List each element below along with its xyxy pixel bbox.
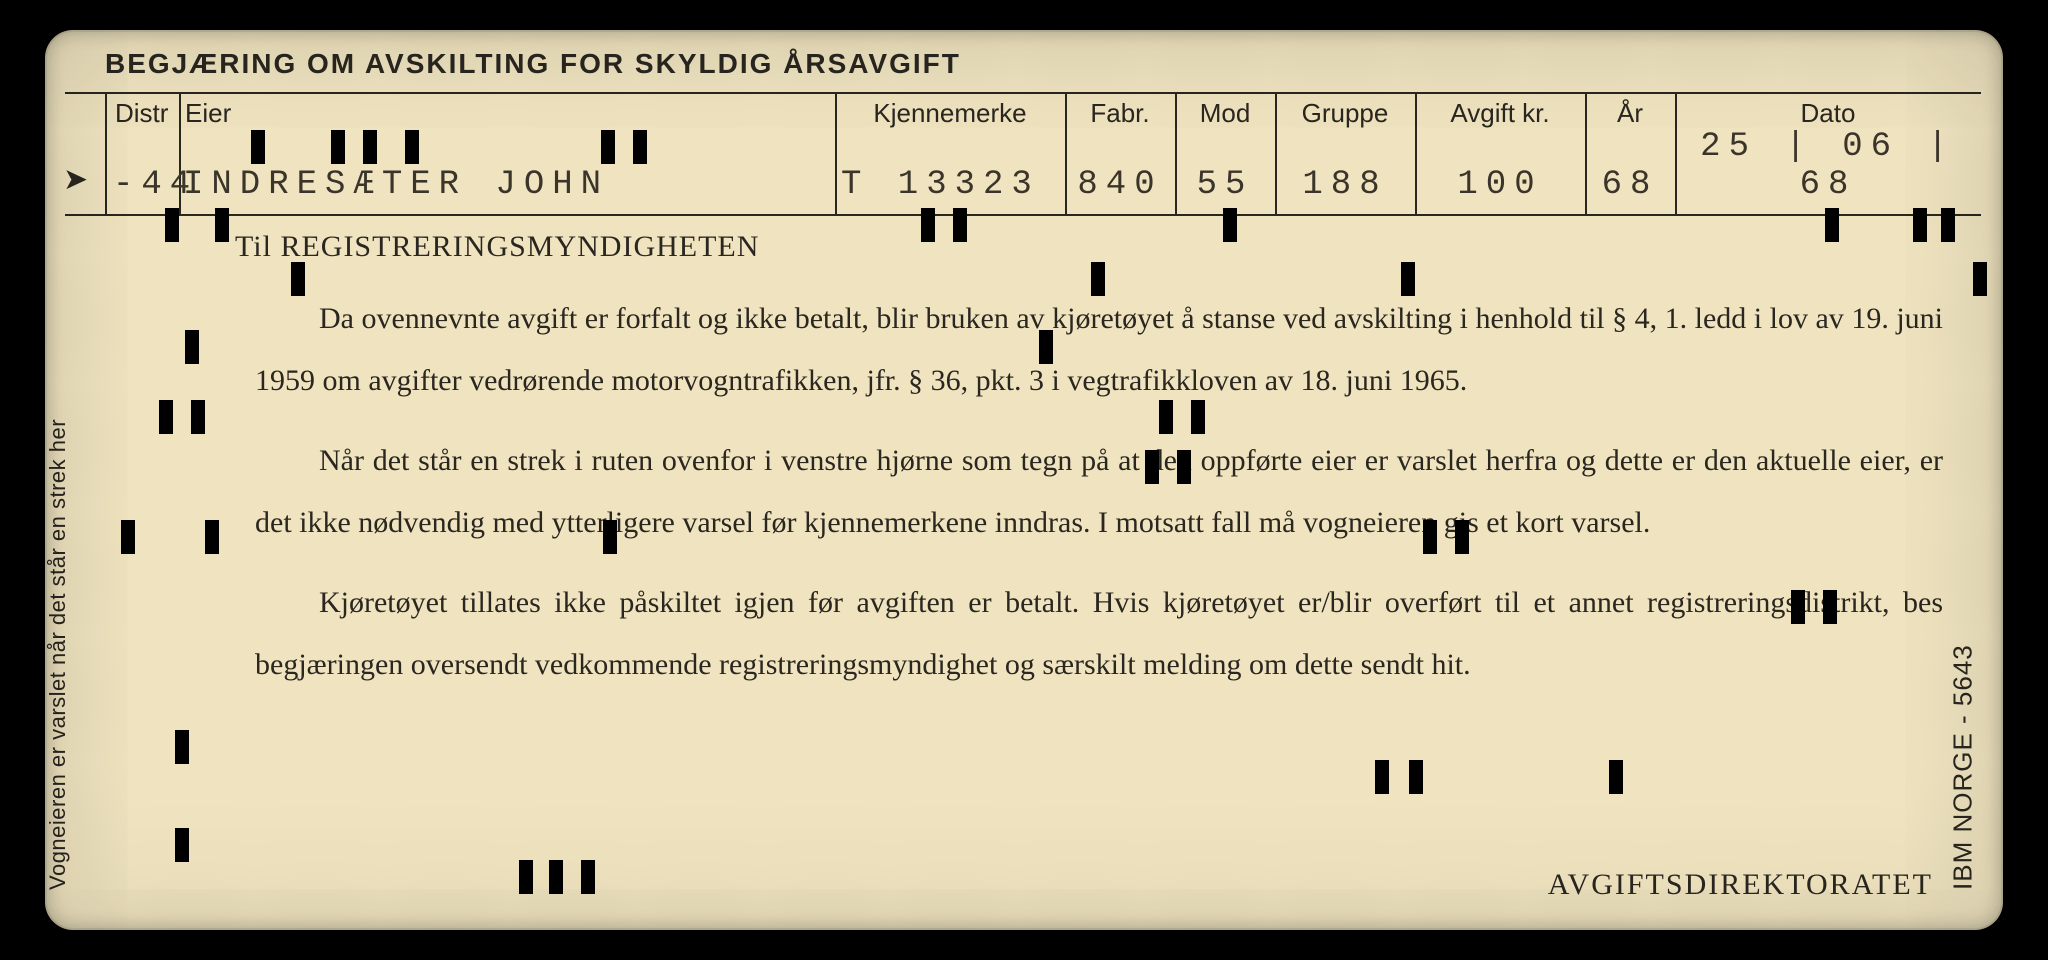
col-header-fabr: Fabr. <box>1065 98 1175 129</box>
punch-hole <box>1091 262 1105 296</box>
col-aar: År 68 <box>1585 94 1677 214</box>
punch-hole <box>1401 262 1415 296</box>
header-table: Distr -44 Eier INDRESÆTER JOHN Kjennemerke T … <box>65 92 1981 216</box>
punch-hole <box>1223 208 1237 242</box>
col-avgift: Avgift kr. 100 <box>1415 94 1587 214</box>
punch-hole <box>165 208 179 242</box>
punch-hole <box>331 130 345 164</box>
punch-hole <box>191 400 205 434</box>
col-value-mod: 55 <box>1175 166 1275 204</box>
punch-hole <box>1375 760 1389 794</box>
col-value-aar: 68 <box>1585 166 1675 204</box>
punch-hole <box>1455 520 1469 554</box>
col-header-aar: År <box>1585 98 1675 129</box>
col-value-eier: INDRESÆTER JOHN <box>177 166 835 204</box>
punch-hole <box>633 130 647 164</box>
punch-hole <box>921 208 935 242</box>
col-dato: Dato25 | 06 | 68 <box>1675 94 1981 214</box>
punch-hole <box>1145 450 1159 484</box>
col-distr: Distr -44 <box>105 94 181 214</box>
body-text: Da ovennevnte avgift er forfalt og ikke … <box>255 288 1943 714</box>
col-header-gruppe: Gruppe <box>1275 98 1415 129</box>
body-paragraph-3: Kjøretøyet tillates ikke påskiltet igjen… <box>255 572 1943 696</box>
punch-hole <box>603 520 617 554</box>
punch-hole <box>291 262 305 296</box>
punch-hole <box>581 860 595 894</box>
punch-hole <box>185 330 199 364</box>
punch-hole <box>549 860 563 894</box>
punch-hole <box>175 828 189 862</box>
punch-hole <box>251 130 265 164</box>
punch-hole <box>1609 760 1623 794</box>
col-eier: Eier INDRESÆTER JOHN <box>177 94 837 214</box>
col-fabr: Fabr. 840 <box>1065 94 1177 214</box>
punch-hole <box>1913 208 1927 242</box>
col-header-mod: Mod <box>1175 98 1275 129</box>
punch-hole <box>1423 520 1437 554</box>
punch-hole <box>1191 400 1205 434</box>
punch-hole <box>1973 262 1987 296</box>
col-header-eier: Eier <box>177 98 835 129</box>
col-value-gruppe: 188 <box>1275 166 1415 204</box>
form-title: BEGJÆRING OM AVSKILTING FOR SKYLDIG ÅRSA… <box>105 48 961 80</box>
issuer-signature: AVGIFTSDIREKTORATET <box>1548 868 1933 902</box>
col-value-dato: 25 | 06 | 68 <box>1675 128 1981 204</box>
right-margin-note: IBM NORGE - 5643 <box>1948 644 1979 890</box>
col-header-distr: Distr <box>107 98 179 129</box>
col-kjennemerke: Kjennemerke T 13323 <box>835 94 1067 214</box>
col-value-kjennemerke: T 13323 <box>835 166 1065 204</box>
punch-hole <box>363 130 377 164</box>
punch-hole <box>205 520 219 554</box>
col-mod: Mod 55 <box>1175 94 1277 214</box>
col-header-kjennemerke: Kjennemerke <box>835 98 1065 129</box>
col-value-distr: -44 <box>107 166 179 204</box>
punch-hole <box>1941 208 1955 242</box>
punch-hole <box>1159 400 1173 434</box>
pointer-arrow-icon: ➤ <box>63 162 88 197</box>
col-gruppe: Gruppe 188 <box>1275 94 1417 214</box>
punch-hole <box>175 730 189 764</box>
body-paragraph-2: Når det står en strek i ruten ovenfor i … <box>255 430 1943 554</box>
punch-hole <box>953 208 967 242</box>
col-header-avgift: Avgift kr. <box>1415 98 1585 129</box>
punch-hole <box>1409 760 1423 794</box>
punch-hole <box>1177 450 1191 484</box>
body-paragraph-1: Da ovennevnte avgift er forfalt og ikke … <box>255 288 1943 412</box>
punch-card: BEGJÆRING OM AVSKILTING FOR SKYLDIG ÅRSA… <box>45 30 2003 930</box>
punch-hole <box>1823 590 1837 624</box>
punch-hole <box>1791 590 1805 624</box>
punch-hole <box>215 208 229 242</box>
left-margin-note: Vogneieren er varslet når det står en st… <box>45 419 71 890</box>
punch-hole <box>405 130 419 164</box>
col-value-fabr: 840 <box>1065 166 1175 204</box>
addressee-heading: Til REGISTRERINGSMYNDIGHETEN <box>235 230 759 264</box>
punch-hole <box>519 860 533 894</box>
punch-hole <box>121 520 135 554</box>
col-value-avgift: 100 <box>1415 166 1585 204</box>
col-header-dato: Dato <box>1675 98 1981 129</box>
punch-hole <box>1825 208 1839 242</box>
punch-hole <box>601 130 615 164</box>
punch-hole <box>1039 330 1053 364</box>
punch-hole <box>159 400 173 434</box>
